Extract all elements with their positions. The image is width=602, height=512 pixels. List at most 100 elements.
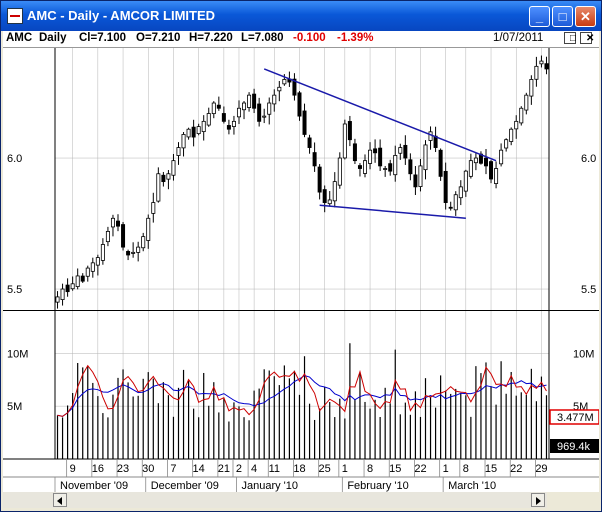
day-label: 15: [485, 463, 497, 475]
candle-body: [85, 267, 90, 277]
candle-body: [483, 157, 488, 167]
scroll-left-button[interactable]: [53, 493, 67, 507]
candle-body: [307, 137, 312, 148]
candle-body: [378, 147, 383, 167]
day-label: 2: [236, 463, 242, 475]
day-label: 1: [443, 463, 449, 475]
candle-body: [539, 60, 544, 65]
minimize-button[interactable]: _: [529, 6, 550, 27]
candle-body: [428, 131, 433, 141]
candle-body: [438, 149, 443, 177]
candle-body: [100, 244, 105, 261]
candle-body: [509, 128, 514, 142]
candle-body: [272, 94, 277, 105]
candle-body: [297, 92, 302, 117]
close-button[interactable]: ✕: [575, 6, 596, 27]
candle-body: [110, 217, 115, 228]
volume-ma-tag-box: [549, 409, 599, 425]
volume-ma-fast: [57, 364, 547, 417]
high-value: H=7.220: [189, 32, 233, 44]
day-label: 14: [193, 463, 205, 475]
day-label: 16: [92, 463, 104, 475]
candle-body: [267, 102, 272, 115]
close-icon: ✕: [580, 9, 591, 24]
arrow-left-icon: [57, 497, 62, 505]
candle-body: [65, 284, 70, 293]
day-label: 22: [510, 463, 522, 475]
candle-body: [231, 120, 236, 127]
candle-body: [368, 149, 373, 164]
candle-body: [80, 275, 85, 282]
candle-body: [292, 78, 297, 96]
candle-body: [489, 161, 494, 180]
day-label: 29: [535, 463, 547, 475]
close-chart-button[interactable]: ✕: [580, 32, 595, 44]
candle-body: [186, 128, 191, 138]
candle-body: [60, 288, 65, 300]
restore-icon: □: [570, 33, 577, 44]
candle-body: [443, 170, 448, 203]
candle-body: [458, 186, 463, 199]
candle-body: [352, 143, 357, 162]
candle-body: [166, 173, 171, 180]
maximize-button[interactable]: □: [552, 6, 573, 27]
candle-body: [196, 126, 201, 135]
upper-trendline: [263, 68, 497, 162]
price-tick-label-left: 5.5: [7, 284, 22, 296]
day-label: 25: [319, 463, 331, 475]
candle-body: [75, 275, 80, 287]
candle-body: [332, 181, 337, 202]
title-bar[interactable]: AMC - Daily - AMCOR LIMITED _ □ ✕: [1, 1, 601, 31]
scroll-right-button[interactable]: [531, 493, 545, 507]
candle-body: [257, 103, 262, 122]
change-percent: -1.39%: [337, 32, 374, 44]
candle-body: [473, 157, 478, 164]
day-label: 7: [170, 463, 176, 475]
candle-body: [373, 148, 378, 154]
candle-body: [141, 236, 146, 249]
candle-body: [418, 165, 423, 187]
last-date: 1/07/2011: [493, 32, 544, 44]
candle-body: [342, 123, 347, 159]
candle-body: [90, 262, 95, 272]
candle-body: [413, 174, 418, 188]
day-label: 9: [70, 463, 76, 475]
month-label: December '09: [151, 480, 219, 492]
candle-body: [105, 230, 110, 243]
month-label: January '10: [241, 480, 298, 492]
candle-body: [277, 86, 282, 92]
day-label: 18: [293, 463, 305, 475]
candle-body: [211, 102, 216, 115]
candle-body: [171, 160, 176, 176]
candle-body: [317, 166, 322, 193]
candle-body: [161, 174, 166, 183]
candle-body: [116, 220, 121, 227]
candle-body: [70, 283, 75, 290]
day-label: 15: [389, 463, 401, 475]
volume-tick-label-left: 5M: [7, 401, 22, 413]
price-tick-label-right: 6.0: [581, 153, 596, 165]
candle-body: [393, 155, 398, 176]
volume-tick-label-right: 10M: [573, 348, 594, 360]
restore-chart-button[interactable]: □: [564, 32, 576, 44]
candle-body: [126, 251, 131, 256]
price-tick-label-right: 5.5: [581, 284, 596, 296]
candle-body: [463, 170, 468, 192]
horizontal-scrollbar[interactable]: [3, 492, 547, 508]
candle-body: [302, 110, 307, 135]
close-small-icon: ✕: [586, 33, 595, 44]
quote-info-bar: AMC Daily Cl=7.100 O=7.210 H=7.220 L=7.0…: [3, 31, 599, 48]
candle-body: [408, 159, 413, 175]
month-label: February '10: [347, 480, 408, 492]
candle-body: [121, 224, 126, 248]
candle-body: [262, 115, 267, 118]
day-label: 8: [463, 463, 469, 475]
candle-body: [312, 152, 317, 167]
candle-body: [322, 189, 327, 203]
candle-body: [504, 139, 509, 149]
candle-body: [247, 94, 252, 108]
month-label: March '10: [448, 480, 496, 492]
candle-body: [201, 120, 206, 133]
